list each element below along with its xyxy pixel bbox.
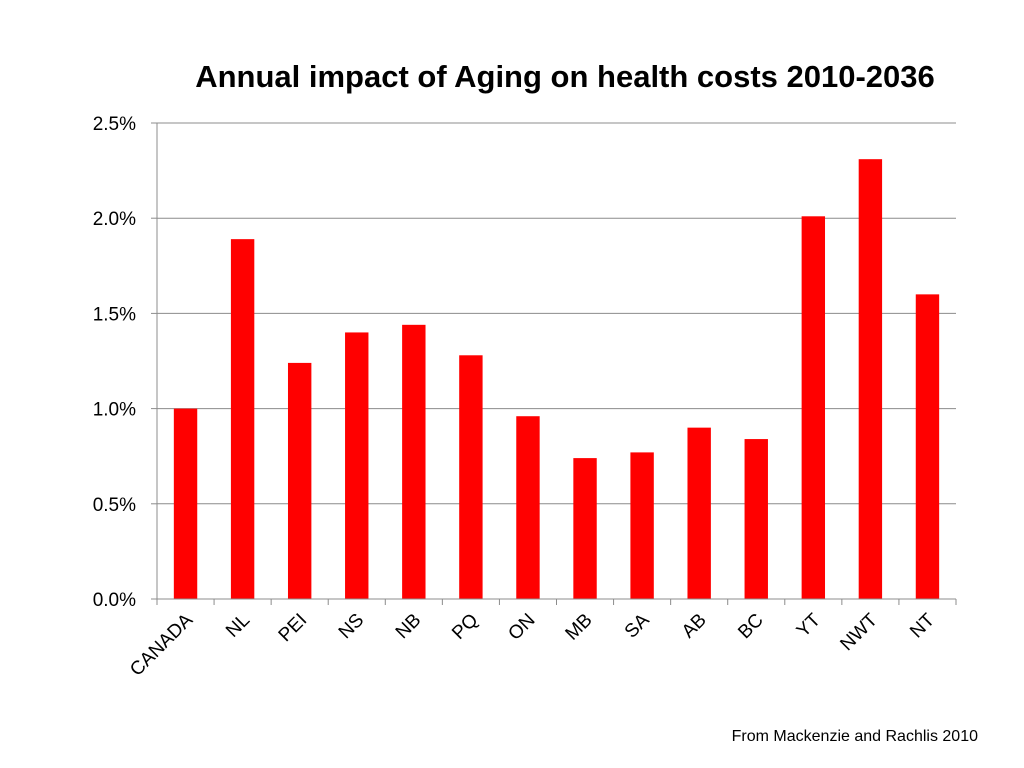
- bar-pei: [287, 362, 312, 599]
- x-category-label: BC: [734, 610, 768, 644]
- y-tick-label: 2.0%: [93, 209, 136, 230]
- x-category-label: PQ: [448, 610, 482, 644]
- x-category-label: AB: [678, 610, 711, 643]
- x-category-label: CANADA: [126, 609, 197, 680]
- source-note: From Mackenzie and Rachlis 2010: [732, 728, 978, 745]
- x-category-label: NB: [392, 610, 426, 644]
- x-category-label: PEI: [275, 610, 312, 647]
- bar-on: [516, 416, 540, 599]
- x-category-label: ON: [504, 610, 539, 645]
- chart-title: Annual impact of Aging on health costs 2…: [195, 59, 935, 94]
- y-tick-label: 0.0%: [93, 590, 136, 611]
- bars: [173, 159, 940, 600]
- gridlines: [157, 122, 956, 505]
- x-category-label: NS: [335, 610, 369, 644]
- bar-ns: [345, 332, 369, 599]
- axes: [151, 122, 957, 605]
- bar-mb: [573, 458, 597, 599]
- bar-nt: [915, 294, 940, 599]
- bar-nwt: [858, 159, 883, 599]
- y-tick-label: 0.5%: [93, 495, 136, 516]
- y-tick-label: 2.5%: [93, 114, 136, 135]
- bar-sa: [630, 452, 654, 599]
- y-tick-label: 1.0%: [93, 400, 136, 421]
- x-category-label: NL: [222, 610, 254, 642]
- x-category-label: NT: [906, 609, 939, 642]
- x-axis-category-labels: CANADA NL PEI NS NB PQ ON MB SA AB BC YT NWT NT: [126, 609, 939, 680]
- x-category-label: NWT: [836, 609, 882, 655]
- bar-canada: [173, 408, 198, 599]
- y-tick-label: 1.5%: [93, 304, 136, 325]
- bar-ab: [687, 427, 711, 599]
- bar-nl: [230, 239, 255, 600]
- x-category-label: SA: [621, 609, 654, 642]
- bar-bc: [744, 439, 768, 599]
- bar-pq: [459, 355, 483, 599]
- bar-yt: [801, 216, 826, 599]
- bar-nb: [402, 324, 426, 599]
- x-category-label: MB: [562, 610, 597, 645]
- y-axis-tick-labels: 0.0% 0.5% 1.0% 1.5% 2.0% 2.5%: [93, 114, 136, 611]
- x-category-label: YT: [793, 609, 825, 641]
